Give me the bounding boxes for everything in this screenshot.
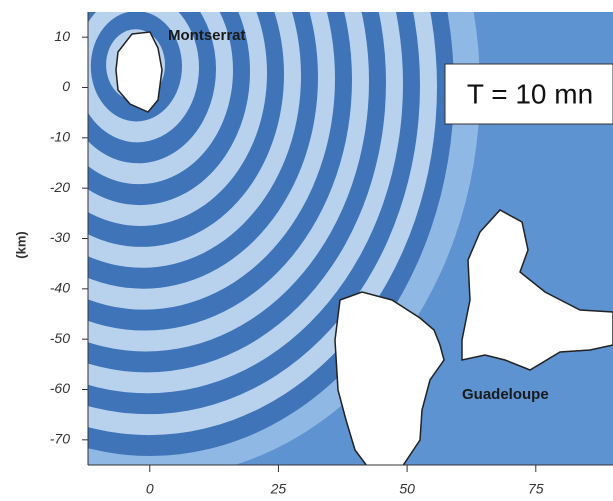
guadeloupe-label: Guadeloupe (462, 386, 549, 403)
islands (115, 31, 613, 465)
y-tick-label: -10 (50, 129, 70, 145)
x-tick-label: 75 (528, 481, 544, 497)
grande-terre (461, 209, 613, 371)
y-tick-label: 10 (54, 28, 70, 44)
y-tick-label: -70 (50, 431, 70, 447)
y-tick-label: -40 (50, 280, 70, 296)
y-tick-label: -30 (50, 229, 70, 245)
y-tick-label: -20 (50, 179, 70, 195)
x-tick-label: 0 (146, 481, 154, 497)
y-axis-label: (km) (13, 231, 28, 258)
time-box (444, 63, 613, 125)
montserrat-label: Montserrat (168, 27, 246, 44)
montserrat-island (115, 31, 163, 113)
x-tick-label: 25 (270, 481, 287, 497)
x-tick-label: 50 (399, 481, 415, 497)
y-tick-label: -60 (50, 380, 70, 396)
y-tick-label: 0 (62, 78, 70, 94)
time-label: T = 10 mn (467, 78, 593, 109)
y-tick-label: -50 (50, 330, 70, 346)
basse-terre (334, 291, 445, 465)
